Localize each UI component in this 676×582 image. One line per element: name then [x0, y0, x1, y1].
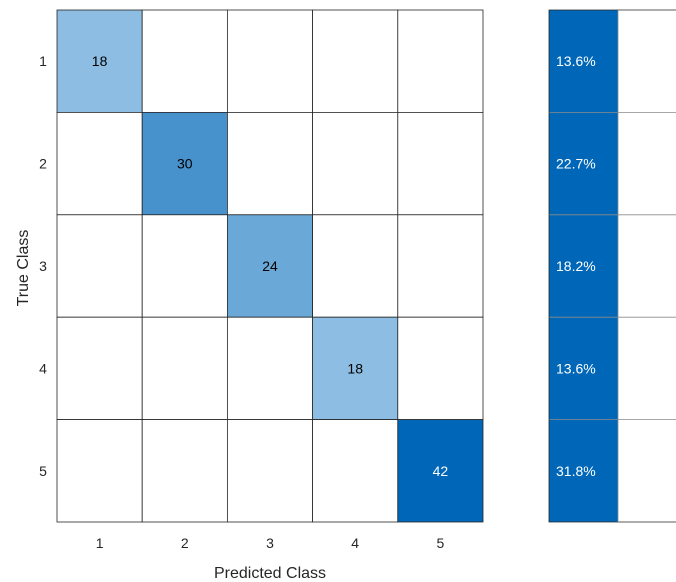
matrix-cell-value: 30	[177, 156, 193, 172]
x-tick-label: 1	[96, 535, 104, 551]
row-summary-cell	[549, 214, 618, 318]
row-summary-cell	[549, 10, 618, 113]
matrix-cell	[397, 214, 484, 318]
matrix-cell	[312, 9, 399, 113]
x-tick-label: 2	[181, 535, 189, 551]
matrix-cell	[397, 112, 484, 216]
x-tick-label: 4	[351, 535, 359, 551]
matrix-cell	[141, 9, 228, 113]
x-tick-label: 5	[437, 535, 445, 551]
matrix-cell	[312, 419, 399, 523]
matrix-cell	[56, 214, 143, 318]
matrix-cell	[312, 112, 399, 216]
matrix-cell	[141, 419, 228, 523]
matrix-cell	[312, 316, 399, 421]
matrix-cell	[397, 9, 484, 113]
matrix-cell-value: 24	[262, 258, 278, 274]
summary-outline	[548, 9, 676, 523]
axis-ticks: 1 1 2 2 3 3 4 4 5 5	[39, 53, 444, 551]
row-summary-cell	[549, 112, 618, 215]
row-summary-cell	[549, 317, 618, 420]
matrix-cell-value: 42	[433, 463, 449, 479]
y-tick-label: 3	[39, 258, 47, 274]
row-summary-value: 13.6%	[556, 360, 596, 376]
matrix-cell	[226, 214, 313, 318]
y-tick-label: 2	[39, 156, 47, 172]
matrix-cell-value: 18	[92, 53, 108, 69]
matrix-cell	[56, 9, 143, 113]
matrix-cell	[397, 419, 484, 523]
row-summary-value: 13.6%	[556, 53, 596, 69]
y-tick-label: 1	[39, 53, 47, 69]
row-summary-value: 18.2%	[556, 258, 596, 274]
row-summary-value: 31.8%	[556, 463, 596, 479]
matrix-cell	[226, 419, 313, 523]
x-axis-label: Predicted Class	[214, 565, 326, 582]
matrix-cell	[141, 316, 228, 421]
matrix-cells: 18 30 24 18 42	[56, 9, 484, 523]
matrix-cell	[141, 112, 228, 216]
matrix-cell	[226, 112, 313, 216]
y-axis-label: True Class	[15, 230, 32, 307]
matrix-cell	[226, 9, 313, 113]
y-tick-label: 4	[39, 360, 47, 376]
matrix-cell	[56, 112, 143, 216]
x-tick-label: 3	[266, 535, 274, 551]
matrix-cell	[56, 316, 143, 421]
y-tick-label: 5	[39, 463, 47, 479]
matrix-cell	[56, 419, 143, 523]
row-summary-column: 13.6% 22.7% 18.2% 13.6% 31.8%	[548, 9, 676, 523]
matrix-cell	[141, 214, 228, 318]
matrix-cell	[226, 316, 313, 421]
row-summary-cell	[549, 419, 618, 522]
matrix-cell-value: 18	[347, 360, 363, 376]
row-summary-value: 22.7%	[556, 156, 596, 172]
matrix-cell	[397, 316, 484, 421]
matrix-cell	[312, 214, 399, 318]
